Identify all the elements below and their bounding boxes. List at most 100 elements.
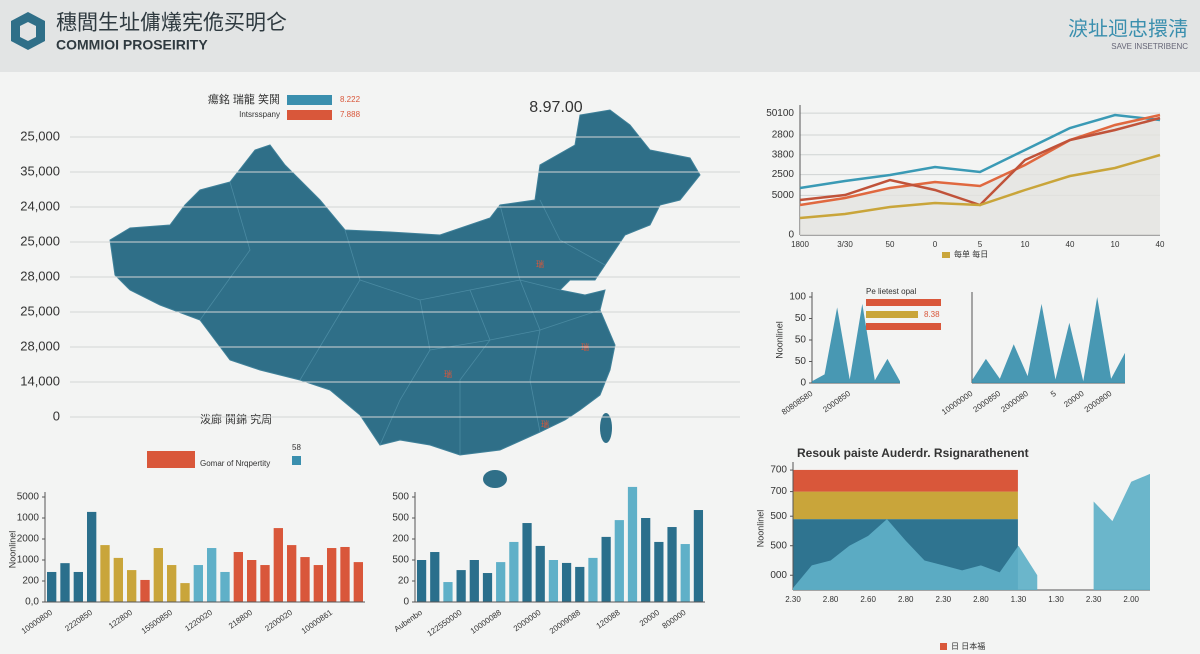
map-legend-key: 58 [292,443,301,452]
bar [430,552,440,602]
x-tick-label: 2.30 [785,595,801,604]
line [799,113,1161,190]
x-tick-label: 2220850 [63,608,94,634]
x-tick-label: 10000861 [300,608,335,636]
y-tick-label: 50 [795,356,807,367]
y-tick-label: 50 [795,313,807,324]
bar [693,510,704,602]
bar [140,579,150,602]
header-right-subtitle: SAVE INSETRIBENC [1111,42,1188,51]
x-tick-label: 2.60 [860,595,876,604]
x-tick-label: 2000800 [1083,389,1114,415]
bar [47,571,57,602]
x-tick-label: 122800 [107,608,134,631]
x-tick-label: 2000850 [821,389,852,415]
bar [575,566,585,602]
band [793,469,1018,492]
x-tick-label: 20000 [638,608,662,628]
bar [443,582,453,602]
legend-title: Pe lietest opal [866,287,916,296]
x-tick-label: 10000800 [20,608,55,636]
header-subtitle: COMMIOΙ PROSEIRITY [56,37,208,53]
chart-title: Resouk paiste Auderdr. Rsignarathenent [797,446,1029,460]
bar [416,560,427,602]
y-tick-label: 500 [770,540,787,551]
y-tick-label: 0 [800,378,806,389]
y-tick-label: 20 [398,576,410,587]
map-legend-sublabel: Gomar of Nrqpertity [200,459,270,468]
legend-label: 日 日本福 [951,641,985,651]
y-tick-label: 5000 [772,190,795,201]
x-tick-label: 218800 [227,608,254,631]
bar [614,520,624,602]
y-tick-label: 2500 [772,169,795,180]
map-legend-key-swatch [292,456,301,465]
map-scale-label: 28,000 [20,338,60,353]
y-tick-label: 000 [770,570,787,581]
x-tick-label: 3/30 [837,240,853,249]
x-tick-label: 2.80 [973,595,989,604]
area [812,303,900,383]
map-legend-swatch [287,95,332,105]
legend-swatch [942,252,950,258]
place-label: 瑞 [536,259,544,269]
x-tick-label: 2.30 [1086,595,1102,604]
x-tick-label: 2.80 [823,595,839,604]
x-tick-label: 122550000 [426,608,464,639]
bar [273,528,283,602]
x-tick-label: 80808580 [780,389,815,417]
legend-swatch [940,643,947,650]
bar [601,536,611,602]
map-legend-label: 泼廊 鬨錦 究周 [200,412,272,426]
map-legend-label: 瘍銘 瑞龍 笑鬨 [208,92,280,106]
x-tick-label: 0 [933,240,938,249]
bar [535,545,545,602]
bar [60,563,70,602]
bar [667,527,677,602]
legend-label: 每单 每日 [954,249,988,259]
x-tick-label: 5 [978,240,983,249]
x-tick-label: Aubenbo [393,608,425,634]
header-bar [0,0,1200,72]
y-tick-label: 0 [788,230,794,241]
bar [180,583,190,602]
map-scale-label: 25,000 [20,128,60,143]
bar [680,544,690,602]
header-title: 穗閭生址傭燨宪佹买明仑 [56,12,287,35]
legend-swatch [866,299,941,306]
x-tick-label: 120088 [595,608,622,631]
bar [469,560,479,602]
y-tick-label: 0 [403,597,409,608]
y-tick-label: 500 [392,555,409,566]
place-label: 瑞 [444,369,452,379]
map-scale-label: 25,000 [20,303,60,318]
map-legend-value: 7.888 [340,110,361,119]
y-tick-label: 2000 [17,534,40,545]
x-tick-label: 2.30 [936,595,952,604]
bar [522,523,532,602]
x-tick-label: 40 [1156,240,1165,249]
bar [260,565,270,602]
band [793,491,1018,520]
bar [247,560,257,602]
x-tick-label: 10000088 [469,608,504,636]
bar [193,565,203,602]
taiwan [600,413,612,443]
y-tick-label: 500 [392,513,409,524]
y-axis-label: Noonlinel [7,531,17,569]
bar [509,541,519,602]
bar [627,486,638,602]
bar [100,545,110,602]
hainan [483,470,507,488]
x-tick-label: 2000080 [999,389,1030,415]
x-tick-label: 800000 [661,608,688,631]
y-tick-label: 200 [22,576,39,587]
x-tick-label: 2000000 [512,608,543,634]
y-tick-label: 700 [770,486,787,497]
y-tick-label: 5000 [17,492,40,503]
y-tick-label: 500 [770,511,787,522]
x-tick-label: 1220020 [183,608,214,634]
bar [153,548,163,602]
x-tick-label: 5 [1049,389,1058,399]
